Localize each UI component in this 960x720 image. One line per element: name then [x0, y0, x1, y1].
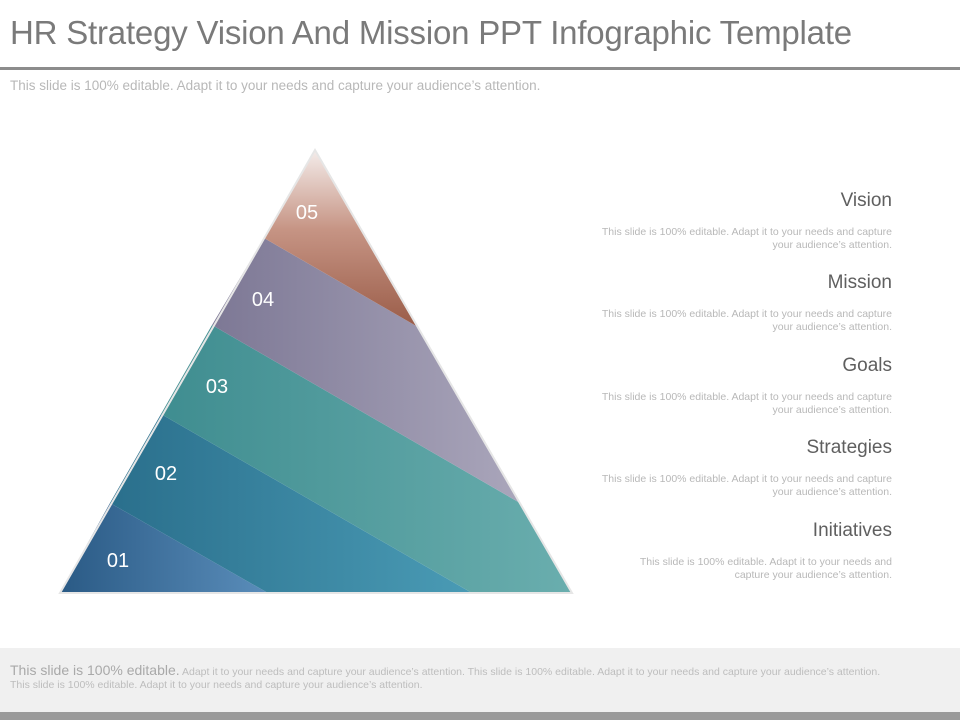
item-description: This slide is 100% editable. Adapt it to… [601, 391, 892, 416]
item-vision: Vision This slide is 100% editable. Adap… [562, 190, 892, 252]
pyramid-layer-04 [212, 238, 520, 503]
item-description: This slide is 100% editable. Adapt it to… [601, 308, 892, 333]
pyramid-layer-01 [60, 503, 268, 593]
footer-panel: This slide is 100% editable. Adapt it to… [0, 648, 960, 712]
pyramid-layer-05 [264, 150, 418, 327]
item-heading: Vision [840, 190, 892, 211]
slide-subtitle: This slide is 100% editable. Adapt it to… [10, 78, 541, 93]
footer-text: This slide is 100% editable. Adapt it to… [10, 662, 900, 692]
pyramid-layer-03 [161, 325, 572, 593]
pyramid-diagram: 01 02 03 04 05 [58, 148, 574, 594]
footer-body: Adapt it to your needs and capture your … [10, 666, 881, 691]
layer-number-03: 03 [206, 376, 228, 398]
item-heading: Initiatives [812, 520, 892, 541]
slide-title: HR Strategy Vision And Mission PPT Infog… [10, 14, 852, 51]
footer-lead: This slide is 100% editable. [10, 662, 180, 678]
item-description: This slide is 100% editable. Adapt it to… [601, 226, 892, 251]
item-heading: Strategies [806, 437, 892, 458]
title-divider [0, 67, 960, 70]
pyramid-outline [58, 148, 574, 594]
item-heading: Mission [827, 272, 892, 293]
pyramid-layer-02 [110, 414, 472, 593]
layer-number-02: 02 [155, 463, 177, 485]
item-strategies: Strategies This slide is 100% editable. … [562, 437, 892, 499]
bottom-bar [0, 712, 960, 720]
item-initiatives: Initiatives This slide is 100% editable.… [562, 520, 892, 582]
item-goals: Goals This slide is 100% editable. Adapt… [562, 355, 892, 417]
item-description: This slide is 100% editable. Adapt it to… [639, 556, 892, 581]
layer-number-05: 05 [296, 202, 318, 224]
item-mission: Mission This slide is 100% editable. Ada… [562, 272, 892, 334]
layer-number-01: 01 [107, 550, 129, 572]
item-heading: Goals [842, 355, 892, 376]
layer-number-04: 04 [252, 289, 274, 311]
item-description: This slide is 100% editable. Adapt it to… [601, 473, 892, 498]
